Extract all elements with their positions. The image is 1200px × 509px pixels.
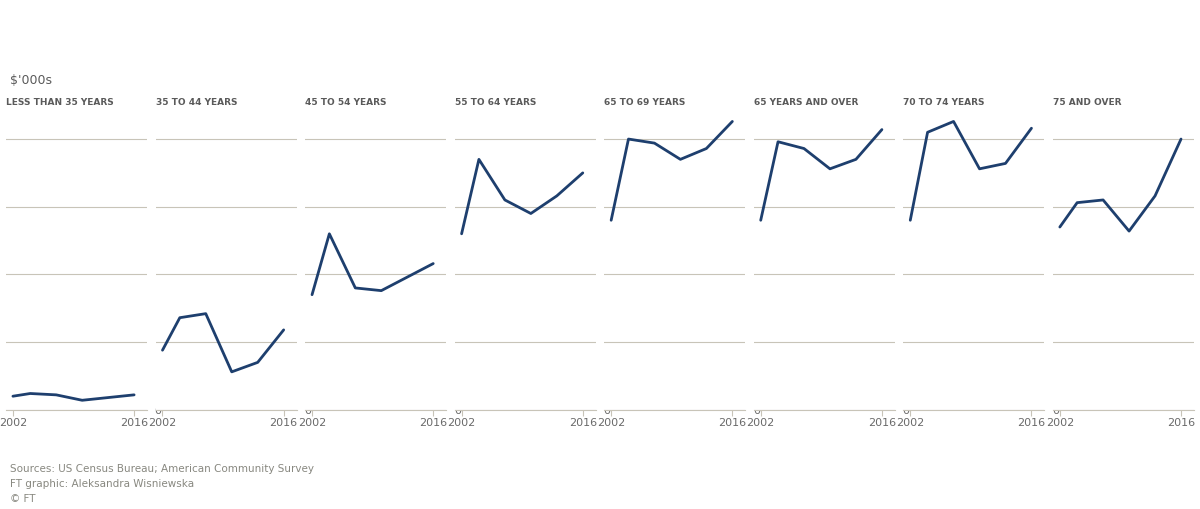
Text: 70 TO 74 YEARS: 70 TO 74 YEARS [904,98,985,107]
Text: 35 TO 44 YEARS: 35 TO 44 YEARS [156,98,238,107]
Text: LESS THAN 35 YEARS: LESS THAN 35 YEARS [6,98,114,107]
Text: 75 AND OVER: 75 AND OVER [1052,98,1122,107]
Text: 45 TO 54 YEARS: 45 TO 54 YEARS [305,98,386,107]
Text: Sources: US Census Bureau; American Community Survey
FT graphic: Aleksandra Wisn: Sources: US Census Bureau; American Comm… [10,464,313,504]
Text: 65 TO 69 YEARS: 65 TO 69 YEARS [605,98,685,107]
Text: 65 YEARS AND OVER: 65 YEARS AND OVER [754,98,858,107]
Text: $'000s: $'000s [10,73,52,87]
Text: 55 TO 64 YEARS: 55 TO 64 YEARS [455,98,536,107]
